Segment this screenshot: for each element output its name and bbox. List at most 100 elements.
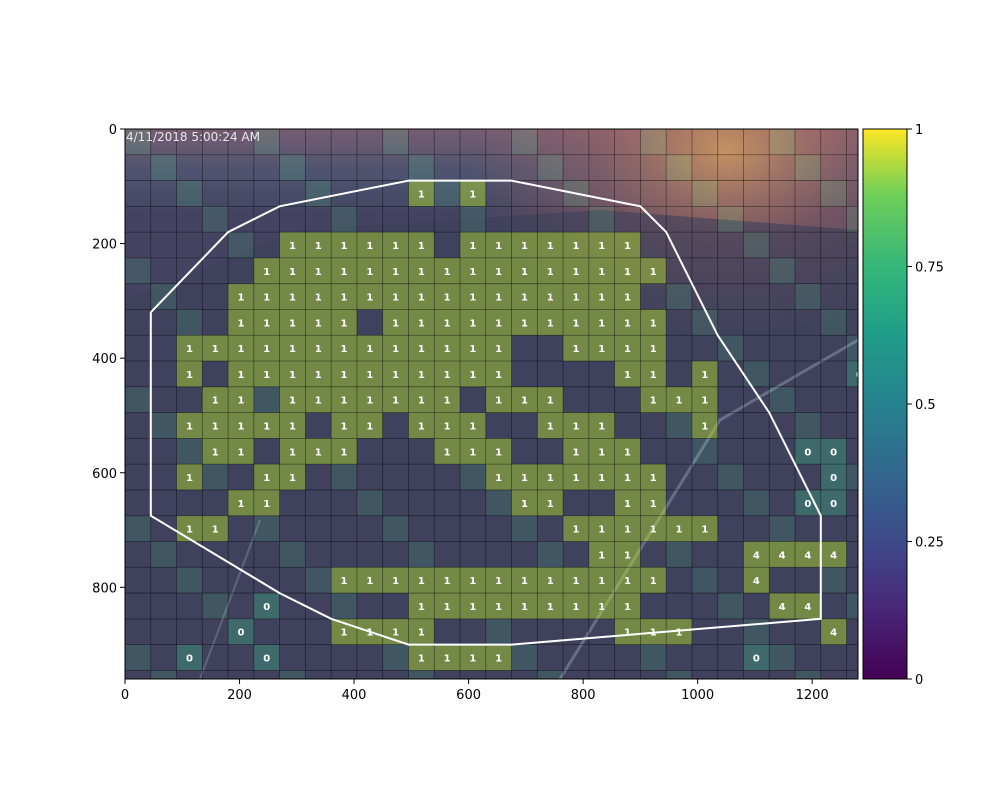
heat-cell [589, 181, 615, 207]
cell-label: 1 [521, 396, 528, 407]
heat-cell [408, 464, 434, 490]
cell-label: 1 [366, 396, 373, 407]
cell-label: 1 [444, 421, 451, 432]
cell-label: 1 [521, 241, 528, 252]
heat-cell [125, 567, 151, 593]
heat-cell [280, 155, 306, 181]
cell-label: 1 [676, 628, 683, 639]
cell-label: 0 [237, 628, 244, 639]
heat-cell [280, 567, 306, 593]
heat-cell [769, 129, 795, 155]
cell-label: 1 [650, 267, 657, 278]
cell-label: 1 [624, 370, 631, 381]
heat-cell [615, 645, 641, 671]
heat-cell [202, 464, 228, 490]
cell-label: 1 [495, 473, 502, 484]
heat-cell [743, 258, 769, 284]
cell-label: 1 [341, 447, 348, 458]
cell-label: 1 [444, 344, 451, 355]
heat-cell [125, 413, 151, 439]
cell-label: 1 [263, 499, 270, 510]
cell-label: 1 [341, 318, 348, 329]
heat-cell [151, 593, 177, 619]
cell-label: 1 [650, 370, 657, 381]
heat-cell [125, 206, 151, 232]
heat-cell [821, 206, 847, 232]
heat-cell [795, 129, 821, 155]
cell-label: 1 [598, 344, 605, 355]
heat-cell [512, 413, 538, 439]
heat-cell [202, 284, 228, 310]
heat-cell [666, 232, 692, 258]
heat-cell [640, 542, 666, 568]
heat-cell [821, 516, 847, 542]
heat-cell [125, 361, 151, 387]
heat-cell [202, 258, 228, 284]
heat-cell [151, 284, 177, 310]
cell-label: 0 [804, 499, 811, 510]
heat-cell [125, 645, 151, 671]
heat-cell [589, 155, 615, 181]
cell-label: 0 [804, 447, 811, 458]
x-tick-label: 400 [342, 688, 367, 703]
heat-cell [460, 206, 486, 232]
heat-cell [537, 129, 563, 155]
heat-cell [177, 181, 203, 207]
heat-cell [125, 258, 151, 284]
cell-label: 1 [572, 447, 579, 458]
cell-label: 1 [521, 267, 528, 278]
heat-cell [743, 464, 769, 490]
heat-cell [434, 464, 460, 490]
heat-cell [357, 181, 383, 207]
heat-cell [512, 335, 538, 361]
cell-label: 1 [263, 370, 270, 381]
y-tick-label: 600 [92, 467, 117, 482]
cell-label: 1 [289, 396, 296, 407]
heat-cell [254, 232, 280, 258]
cell-label: 1 [572, 421, 579, 432]
heat-cell [125, 335, 151, 361]
heat-cell [151, 335, 177, 361]
heat-cell [718, 464, 744, 490]
cell-label: 1 [315, 318, 322, 329]
heat-cell [512, 619, 538, 645]
heat-cell [357, 206, 383, 232]
heat-cell [202, 567, 228, 593]
heat-cell [512, 645, 538, 671]
heat-cell [615, 129, 641, 155]
heat-cell [821, 567, 847, 593]
heat-cell [125, 232, 151, 258]
heat-cell [408, 206, 434, 232]
heat-cell [125, 387, 151, 413]
heat-cell [280, 542, 306, 568]
heat-cell [125, 155, 151, 181]
heat-cell [563, 387, 589, 413]
heat-cell [821, 593, 847, 619]
heat-cell [202, 670, 228, 696]
heat-cell [718, 387, 744, 413]
heat-cell [692, 129, 718, 155]
heat-cell [486, 129, 512, 155]
cell-label: 1 [676, 396, 683, 407]
heat-cell [486, 670, 512, 696]
heat-cell [460, 155, 486, 181]
heat-cell [666, 490, 692, 516]
cell-label: 4 [753, 550, 760, 561]
heat-cell [383, 490, 409, 516]
heat-cell [795, 309, 821, 335]
heat-cell [305, 490, 331, 516]
heat-cell [408, 129, 434, 155]
cell-label: 1 [572, 267, 579, 278]
heat-cell [228, 181, 254, 207]
heat-cell [486, 542, 512, 568]
heat-cell [408, 438, 434, 464]
heat-cell [305, 413, 331, 439]
heat-cell [460, 464, 486, 490]
cell-label: 1 [469, 318, 476, 329]
heat-cell [718, 361, 744, 387]
cell-label: 1 [237, 447, 244, 458]
heat-cell [769, 284, 795, 310]
heat-cell [666, 542, 692, 568]
colorbar [863, 129, 907, 679]
heat-cell [718, 181, 744, 207]
